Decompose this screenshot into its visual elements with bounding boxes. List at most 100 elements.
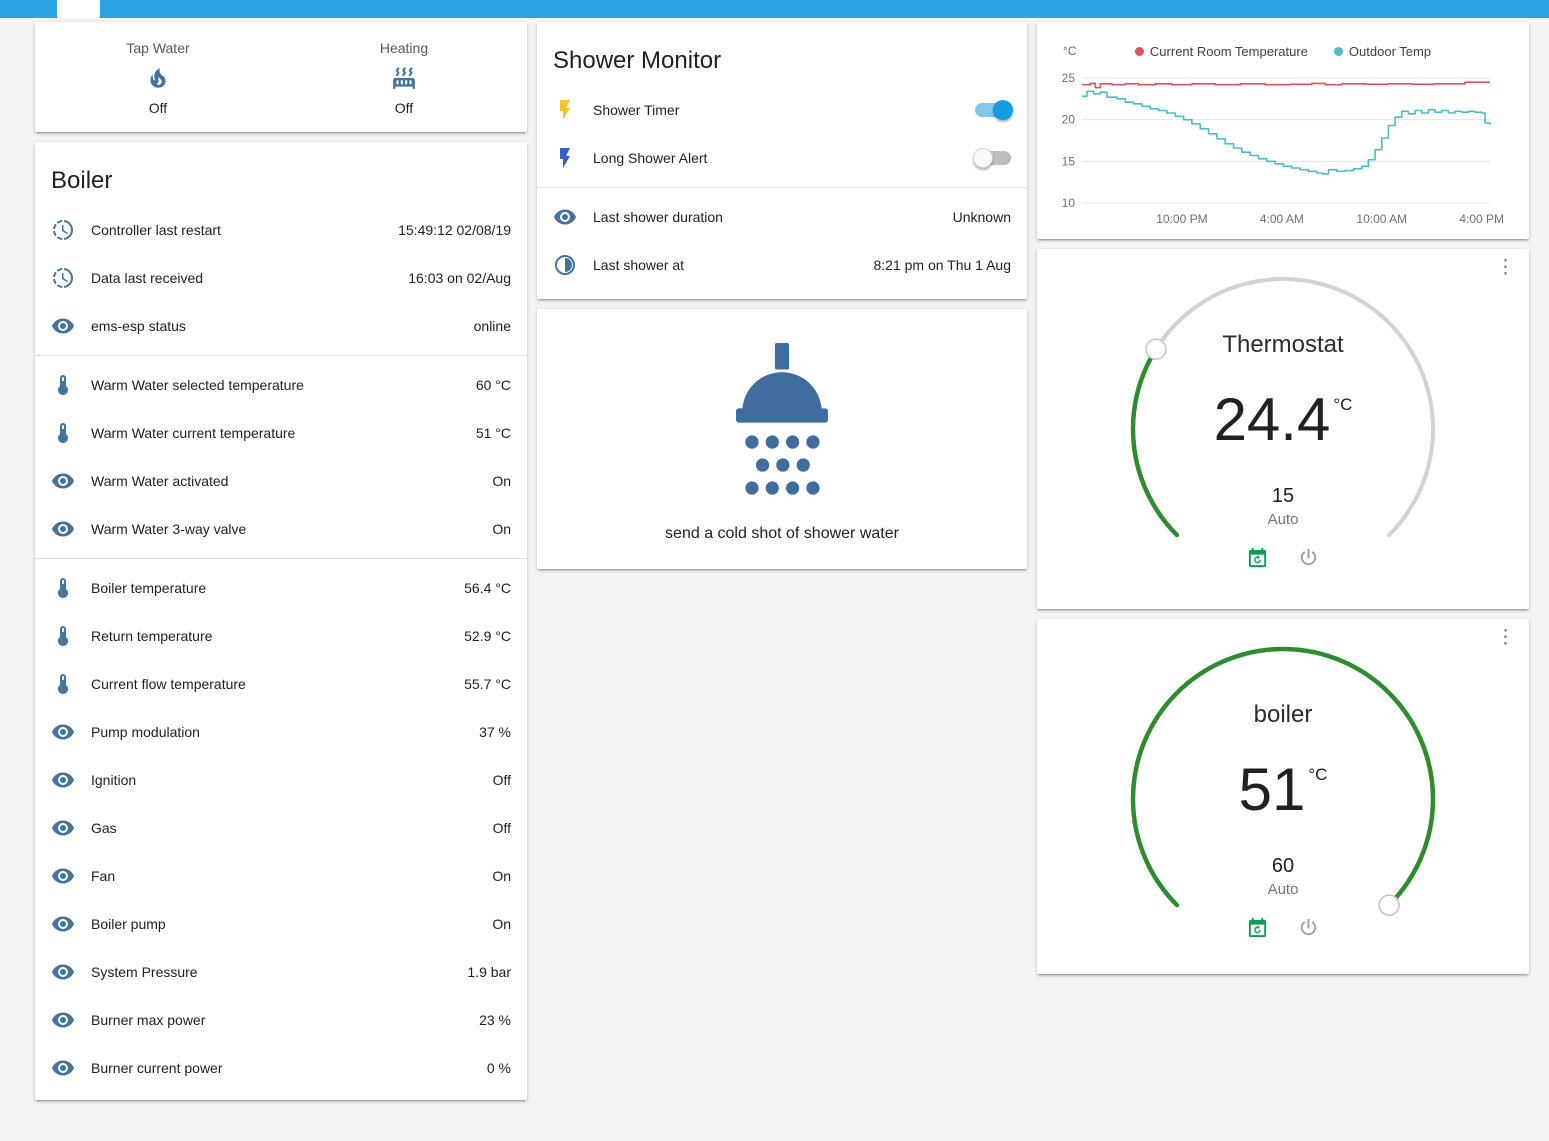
shower-action-card[interactable]: send a cold shot of shower water: [537, 309, 1027, 569]
thermometer-icon: [51, 624, 75, 648]
entity-row-controller-last-restart[interactable]: Controller last restart 15:49:12 02/08/1…: [35, 206, 527, 254]
entity-value: 16:03 on 02/Aug: [408, 270, 511, 286]
glance-label: Heating: [379, 40, 429, 56]
dashboard: Tap Water Off Heating Off Boiler Control…: [0, 18, 1549, 1116]
entity-row-warm-water-activated[interactable]: Warm Water activated On: [35, 457, 527, 505]
app-header: [0, 0, 1549, 18]
eye-icon: [51, 1008, 75, 1032]
boiler-gauge-card: ⋮ boiler 51 °C 60 Auto: [1037, 619, 1529, 974]
entity-value: Off: [492, 772, 511, 788]
entity-label: Boiler pump: [91, 916, 166, 932]
entity-label: Shower Timer: [593, 102, 680, 118]
entity-row-last-shower-duration[interactable]: Last shower duration Unknown: [537, 193, 1027, 241]
svg-text:10: 10: [1062, 196, 1076, 210]
entity-label: Return temperature: [91, 628, 213, 644]
eye-icon: [51, 1056, 75, 1080]
toggle-row-shower-timer: Shower Timer: [537, 86, 1027, 134]
calendar-sync-icon[interactable]: [1246, 916, 1269, 939]
entity-label: Ignition: [91, 772, 137, 788]
eye-icon: [51, 314, 75, 338]
thermostat-dial-slider[interactable]: [1113, 259, 1453, 599]
entity-label: Fan: [91, 868, 116, 884]
entity-value: 60 °C: [475, 377, 511, 393]
entity-label: Warm Water selected temperature: [91, 377, 304, 393]
svg-text:20: 20: [1062, 113, 1076, 127]
entity-value: Unknown: [952, 209, 1011, 225]
entity-label: ems-esp status: [91, 318, 186, 334]
history-icon: [51, 218, 75, 242]
legend-item-outdoor-temp: Outdoor Temp: [1333, 44, 1431, 59]
entity-row-data-last-received[interactable]: Data last received 16:03 on 02/Aug: [35, 254, 527, 302]
entity-row-system-pressure[interactable]: System Pressure 1.9 bar: [35, 948, 527, 996]
column-left: Tap Water Off Heating Off Boiler Control…: [35, 22, 527, 1100]
eye-icon: [553, 205, 577, 229]
entity-label: Last shower duration: [593, 209, 723, 225]
flash-icon: [553, 146, 577, 170]
thermostat-dial-wrap: Thermostat 24.4 °C 15 Auto: [1113, 259, 1453, 599]
svg-text:25: 25: [1062, 71, 1076, 85]
entity-label: Current flow temperature: [91, 676, 246, 692]
entity-row-ems-esp-status[interactable]: ems-esp status online: [35, 302, 527, 350]
entity-label: Last shower at: [593, 257, 685, 273]
thermometer-icon: [51, 576, 75, 600]
entity-row-gas[interactable]: Gas Off: [35, 804, 527, 852]
entity-value: Off: [492, 820, 511, 836]
shower-toggle-list: Shower Timer Long Shower Alert: [537, 86, 1027, 182]
entity-row-ignition[interactable]: Ignition Off: [35, 756, 527, 804]
history-icon: [51, 266, 75, 290]
svg-text:15: 15: [1062, 154, 1076, 168]
glance-item-heating[interactable]: Heating Off: [281, 40, 527, 116]
power-icon[interactable]: [1297, 546, 1320, 569]
eye-icon: [51, 864, 75, 888]
entity-row-warm-water-current-temperature[interactable]: Warm Water current temperature 51 °C: [35, 409, 527, 457]
power-icon[interactable]: [1297, 916, 1320, 939]
entity-row-boiler-pump[interactable]: Boiler pump On: [35, 900, 527, 948]
entity-label: Data last received: [91, 270, 204, 286]
halfclock-icon: [553, 253, 577, 277]
boiler-dial-wrap: boiler 51 °C 60 Auto: [1113, 629, 1453, 969]
entity-row-burner-max-power[interactable]: Burner max power 23 %: [35, 996, 527, 1044]
calendar-sync-icon[interactable]: [1246, 546, 1269, 569]
entity-label: Gas: [91, 820, 117, 836]
entity-row-burner-current-power[interactable]: Burner current power 0 %: [35, 1044, 527, 1092]
entity-label: Burner max power: [91, 1012, 206, 1028]
temperature-history-chart: 25 20 15 10 10:00 PM 4:00 AM 10:00 AM 4:00 PM: [1062, 71, 1504, 226]
entity-value: 52.9 °C: [464, 628, 511, 644]
entity-value: 55.7 °C: [464, 676, 511, 692]
entity-value: 23 %: [479, 1012, 511, 1028]
entity-row-pump-modulation[interactable]: Pump modulation 37 %: [35, 708, 527, 756]
svg-text:10:00 AM: 10:00 AM: [1356, 212, 1407, 226]
entity-value: On: [492, 868, 511, 884]
tapwater-heating-card: Tap Water Off Heating Off: [35, 22, 527, 132]
boiler-dial-slider[interactable]: [1113, 629, 1453, 969]
glance-item-tap-water[interactable]: Tap Water Off: [35, 40, 281, 116]
shower-head-icon: [736, 343, 828, 495]
svg-text:4:00 AM: 4:00 AM: [1260, 212, 1304, 226]
entity-row-warm-water-selected-temperature[interactable]: Warm Water selected temperature 60 °C: [35, 361, 527, 409]
entity-row-current-flow-temperature[interactable]: Current flow temperature 55.7 °C: [35, 660, 527, 708]
view-tab-indicator[interactable]: [57, 0, 100, 18]
svg-text:4:00 PM: 4:00 PM: [1459, 212, 1504, 226]
chart-y-unit: °C: [1063, 44, 1077, 58]
entity-row-warm-water-3-way-valve[interactable]: Warm Water 3-way valve On: [35, 505, 527, 553]
entity-row-boiler-temperature[interactable]: Boiler temperature 56.4 °C: [35, 564, 527, 612]
entity-label: Warm Water current temperature: [91, 425, 296, 441]
entity-label: Burner current power: [91, 1060, 223, 1076]
eye-icon: [51, 720, 75, 744]
toggle-long-shower-alert[interactable]: [973, 148, 1011, 168]
more-menu-icon[interactable]: ⋮: [1496, 257, 1515, 278]
toggle-shower-timer[interactable]: [975, 100, 1013, 120]
glance-state: Off: [394, 100, 414, 116]
entity-value: 15:49:12 02/08/19: [398, 222, 511, 238]
entity-value: online: [473, 318, 511, 334]
glance-state: Off: [148, 100, 168, 116]
more-menu-icon[interactable]: ⋮: [1496, 627, 1515, 648]
entity-row-last-shower-at[interactable]: Last shower at 8:21 pm on Thu 1 Aug: [537, 241, 1027, 289]
shower-monitor-card: Shower Monitor Shower Timer Long Shower …: [537, 22, 1027, 299]
entity-value: 0 %: [486, 1060, 511, 1076]
entity-row-fan[interactable]: Fan On: [35, 852, 527, 900]
history-graph-card: °C Current Room Temperature Outdoor Temp…: [1037, 22, 1529, 239]
eye-icon: [51, 469, 75, 493]
entity-row-return-temperature[interactable]: Return temperature 52.9 °C: [35, 612, 527, 660]
entity-label: Boiler temperature: [91, 580, 207, 596]
